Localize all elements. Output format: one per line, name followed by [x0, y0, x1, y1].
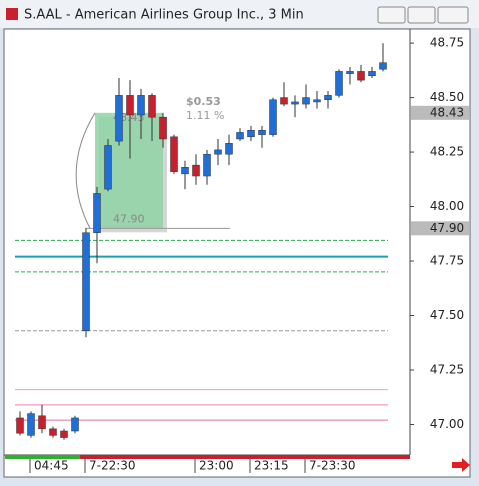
candle-body: [148, 95, 156, 118]
candle-body: [357, 71, 365, 81]
price-marker-label: 47.90: [430, 221, 464, 235]
candle-body: [93, 193, 101, 233]
x-tick-label: 7-22:30: [89, 459, 136, 473]
candle-body: [236, 132, 244, 140]
y-tick-label: 47.50: [430, 308, 464, 322]
candle-body: [181, 167, 189, 175]
candle-body: [269, 99, 277, 135]
candle-body: [324, 95, 332, 100]
x-tick-label: 23:00: [199, 459, 234, 473]
app-icon: [6, 8, 18, 20]
candle-body: [82, 232, 90, 332]
candle-body: [104, 145, 112, 190]
candle-body: [247, 130, 255, 138]
measure-percent: 1.11 %: [186, 109, 224, 122]
candle-body: [368, 71, 376, 77]
candle-body: [258, 130, 266, 135]
y-tick-label: 48.25: [430, 145, 464, 159]
x-tick-label: 7-23:30: [309, 459, 356, 473]
price-marker: [411, 221, 469, 236]
y-tick-label: 47.75: [430, 254, 464, 268]
scroll-arrow[interactable]: [452, 458, 470, 472]
candle-body: [71, 417, 79, 432]
price-marker: [411, 105, 469, 120]
y-tick-label: 47.00: [430, 417, 464, 431]
candle-body: [214, 149, 222, 155]
maximize-button[interactable]: [407, 6, 436, 24]
y-tick-label: 47.25: [430, 363, 464, 377]
measure-arc: [75, 112, 96, 229]
session-bar: [5, 455, 80, 459]
candle-body: [115, 95, 123, 142]
y-tick-label: 48.50: [430, 90, 464, 104]
candle-body: [313, 99, 321, 103]
candle-body: [60, 430, 68, 438]
measure-from: 47.90: [113, 212, 145, 225]
candle-body: [291, 101, 299, 105]
candle-body: [192, 164, 200, 177]
candle-body: [38, 415, 46, 430]
candle-body: [137, 95, 145, 116]
candle-body: [27, 413, 35, 436]
candle-body: [170, 136, 178, 172]
candle-body: [302, 97, 310, 105]
candle-body: [346, 71, 354, 74]
measure-change: $0.53: [186, 95, 221, 108]
window-title: S.AAL - American Airlines Group Inc., 3 …: [24, 8, 304, 23]
chart-area: [3, 28, 471, 478]
candle-body: [16, 417, 24, 434]
candle-body: [126, 95, 134, 116]
close-button[interactable]: [437, 6, 469, 24]
price-marker-label: 48.43: [430, 105, 464, 119]
candle-body: [280, 97, 288, 105]
candle-body: [379, 62, 387, 70]
y-tick-label: 48.00: [430, 199, 464, 213]
candle-body: [49, 428, 57, 436]
candle-body: [159, 116, 167, 140]
y-tick-label: 48.75: [430, 36, 464, 50]
x-tick-label: 04:45: [34, 459, 69, 473]
session-bar: [80, 455, 410, 459]
candle-body: [203, 153, 211, 177]
candle-body: [335, 71, 343, 96]
x-tick-label: 23:15: [254, 459, 289, 473]
candle-body: [225, 143, 233, 155]
minimize-button[interactable]: [377, 6, 406, 24]
